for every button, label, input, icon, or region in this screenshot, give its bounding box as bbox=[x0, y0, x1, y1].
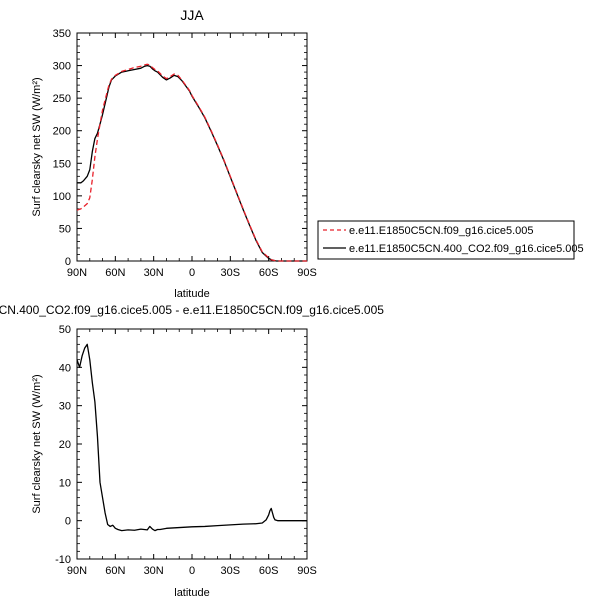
chart-bottom-series bbox=[76, 343, 307, 532]
chart-bottom: e.e11.E1850C5CN.400_CO2.f09_g16.cice5.00… bbox=[0, 303, 384, 599]
chart-top-x-tick-label: 90S bbox=[297, 267, 317, 279]
chart-top-y-tick-label: 50 bbox=[59, 223, 71, 235]
chart-top-y-tick-label: 300 bbox=[53, 61, 71, 73]
chart-top-y-tick-label: 100 bbox=[53, 191, 71, 203]
chart-bottom-title: e.e11.E1850C5CN.400_CO2.f09_g16.cice5.00… bbox=[0, 303, 384, 317]
chart-top-series bbox=[76, 63, 307, 262]
chart-bottom-x-tick-label: 30N bbox=[144, 565, 164, 577]
legend-label-co2: e.e11.E1850C5CN.400_CO2.f09_g16.cice5.00… bbox=[349, 243, 584, 255]
chart-bottom-ticks: -10 0 10 20 30 40 50 90N 60N 30N 0 30S 60S 90S bbox=[55, 324, 317, 577]
chart-bottom-y-tick-label: 50 bbox=[59, 324, 71, 336]
chart-bottom-x-tick-label: 0 bbox=[189, 565, 195, 577]
chart-bottom-x-tick-label: 90S bbox=[297, 565, 317, 577]
chart-top-x-label: latitude bbox=[174, 288, 209, 300]
chart-top-x-tick-label: 0 bbox=[189, 267, 195, 279]
chart-top-y-tick-label: 0 bbox=[65, 256, 71, 268]
chart-top-y-tick-label: 250 bbox=[53, 93, 71, 105]
chart-top: JJA 0 50 100 150 200 250 300 350 90N 60N 30N 0 30S 60… bbox=[31, 7, 317, 300]
chart-top-x-tick-label: 90N bbox=[67, 267, 87, 279]
chart-bottom-y-tick-label: 40 bbox=[59, 362, 71, 374]
chart-top-series-line-0 bbox=[77, 64, 307, 262]
chart-bottom-x-tick-label: 60S bbox=[259, 565, 279, 577]
chart-bottom-y-tick-label: -10 bbox=[55, 554, 71, 566]
chart-bottom-y-tick-label: 0 bbox=[65, 516, 71, 528]
legend-frame bbox=[317, 220, 575, 260]
chart-bottom-y-label: Surf clearsky net SW (W/m²) bbox=[31, 374, 43, 513]
chart-bottom-series-line-0 bbox=[76, 343, 307, 532]
chart-top-x-tick-label: 60N bbox=[105, 267, 125, 279]
chart-top-plot-frame bbox=[76, 32, 308, 262]
chart-bottom-x-tick-label: 30S bbox=[221, 565, 241, 577]
chart-bottom-y-tick-label: 30 bbox=[59, 401, 71, 413]
legend-label-control: e.e11.E1850C5CN.f09_g16.cice5.005 bbox=[349, 225, 534, 237]
chart-top-y-label: Surf clearsky net SW (W/m²) bbox=[31, 77, 43, 216]
chart-bottom-plot-frame bbox=[76, 328, 308, 560]
chart-top-x-tick-label: 30N bbox=[144, 267, 164, 279]
chart-bottom-x-label: latitude bbox=[174, 587, 209, 599]
chart-top-legend: e.e11.E1850C5CN.f09_g16.cice5.005 e.e11.… bbox=[317, 220, 584, 260]
chart-top-y-tick-label: 150 bbox=[53, 158, 71, 170]
chart-top-title: JJA bbox=[180, 7, 204, 23]
chart-top-x-tick-label: 30S bbox=[221, 267, 241, 279]
chart-top-series-line-1 bbox=[76, 63, 307, 262]
chart-top-ticks: 0 50 100 150 200 250 300 350 90N 60N 30N 0 30S 60S 90S bbox=[53, 28, 317, 279]
chart-bottom-x-tick-label: 90N bbox=[67, 565, 87, 577]
chart-bottom-x-tick-label: 60N bbox=[105, 565, 125, 577]
chart-bottom-y-tick-label: 10 bbox=[59, 477, 71, 489]
chart-top-y-tick-label: 350 bbox=[53, 28, 71, 40]
chart-top-y-tick-label: 200 bbox=[53, 126, 71, 138]
chart-top-x-tick-label: 60S bbox=[259, 267, 279, 279]
chart-bottom-y-tick-label: 20 bbox=[59, 439, 71, 451]
